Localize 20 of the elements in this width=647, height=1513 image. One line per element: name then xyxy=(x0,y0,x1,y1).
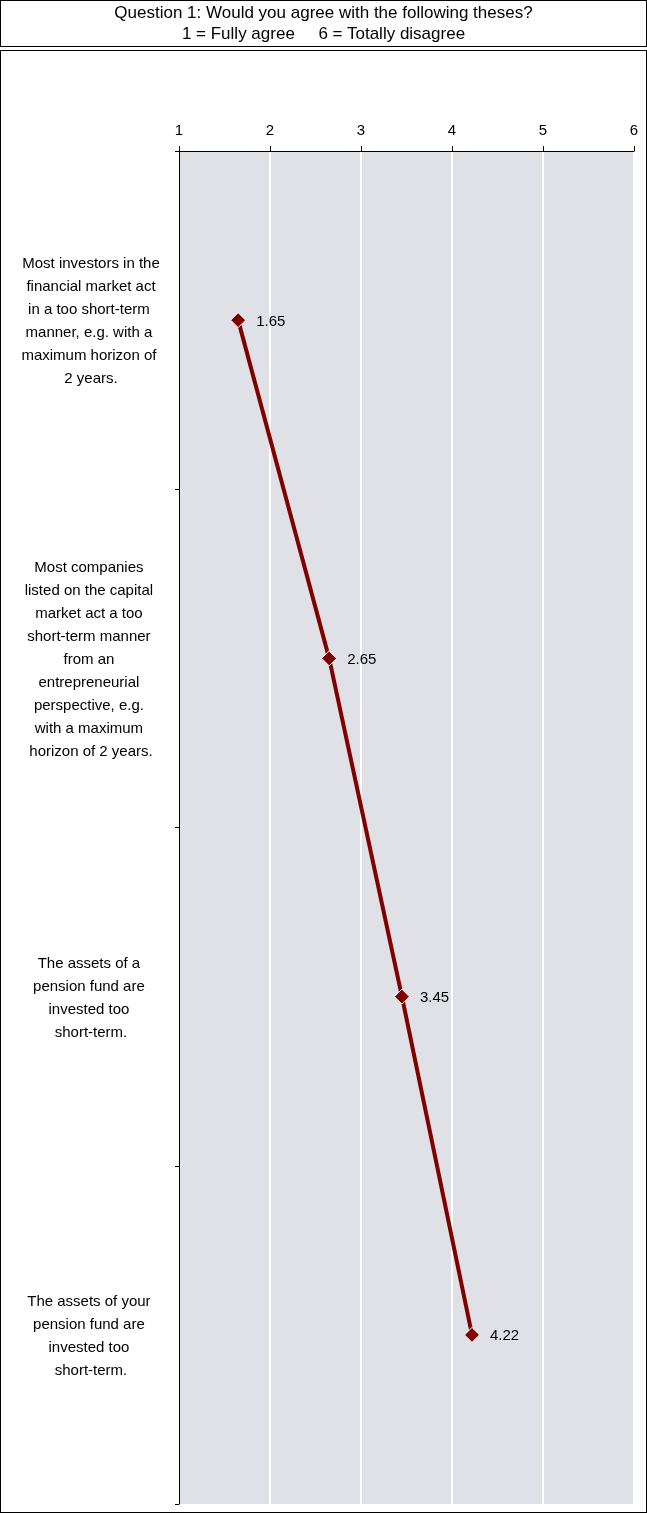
point xyxy=(230,312,247,329)
x-tick-label: 4 xyxy=(447,121,457,138)
x-tick-label: 6 xyxy=(629,121,639,138)
y-tick-label: Most investors in the financial market act in a too short-term manner, e.g. with a maximum horizon of 2 years. xyxy=(21,254,161,387)
point xyxy=(321,650,338,667)
point xyxy=(393,988,410,1005)
y-tick-label: The assets of a pension fund are invested too short-term. xyxy=(33,953,149,1040)
chart-title: Question 1: Would you agree with the following theses? xyxy=(113,2,534,23)
data-label: 3.45 xyxy=(419,988,450,1006)
x-tick-label: 2 xyxy=(265,121,275,138)
category-label: Most companies listed on the capital market act a too short-term manner from an entrepreneurial perspective, e.g. with a maximum horizon of 2 years. xyxy=(24,557,154,759)
data-label: 1.65 xyxy=(256,311,286,329)
x-tick-label: 5 xyxy=(538,121,548,138)
chart-subtitle: 1 = Fully agree 6 = Totally disagree xyxy=(180,23,467,44)
y-tick-label: The assets of your pension fund are invested too short-term. xyxy=(27,1291,155,1378)
x-tick-label: 3 xyxy=(356,121,366,138)
x-tick-label: 1 xyxy=(174,121,184,138)
data-label: 2.65 xyxy=(347,649,377,667)
point xyxy=(464,1326,481,1343)
data-label: 4.22 xyxy=(490,1326,520,1344)
